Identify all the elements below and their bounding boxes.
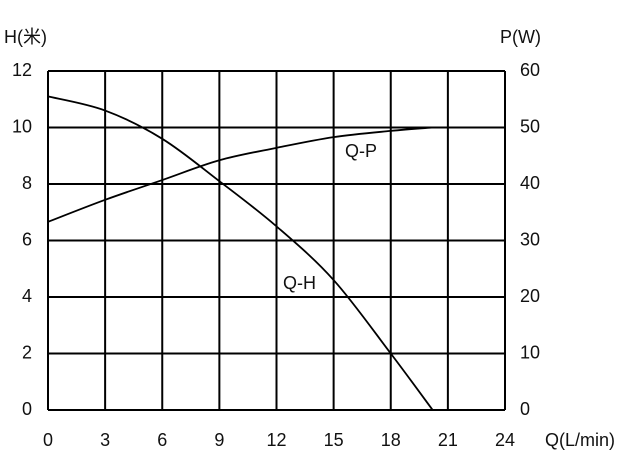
y2-tick-label: 20	[520, 286, 540, 306]
y-tick-label: 0	[22, 399, 32, 419]
x-tick-label: 24	[495, 430, 515, 450]
y2-tick-label: 60	[520, 60, 540, 80]
y-tick-label: 2	[22, 342, 32, 362]
y-axis-label: H(米)	[4, 27, 47, 47]
y2-tick-label: 40	[520, 173, 540, 193]
x-tick-label: 9	[214, 430, 224, 450]
x-tick-label: 3	[100, 430, 110, 450]
y2-tick-label: 10	[520, 342, 540, 362]
x-tick-label: 15	[324, 430, 344, 450]
y-tick-label: 4	[22, 286, 32, 306]
x-tick-label: 6	[157, 430, 167, 450]
series-line	[47, 95, 434, 411]
y-tick-label: 12	[12, 60, 32, 80]
y2-tick-label: 30	[520, 229, 540, 249]
y2-axis-label: P(W)	[500, 27, 541, 47]
x-tick-label: 21	[438, 430, 458, 450]
y-tick-label: 6	[22, 229, 32, 249]
y2-tick-label: 0	[520, 399, 530, 419]
y-tick-label: 8	[22, 173, 32, 193]
x-tick-label: 18	[381, 430, 401, 450]
x-tick-label: 0	[43, 430, 53, 450]
x-axis-label: Q(L/min)	[545, 430, 615, 450]
x-tick-label: 12	[266, 430, 286, 450]
series-label: Q-P	[345, 141, 377, 161]
y-tick-label: 10	[12, 116, 32, 136]
series-line	[47, 126, 433, 223]
y2-tick-label: 50	[520, 116, 540, 136]
series-label: Q-H	[283, 273, 316, 293]
